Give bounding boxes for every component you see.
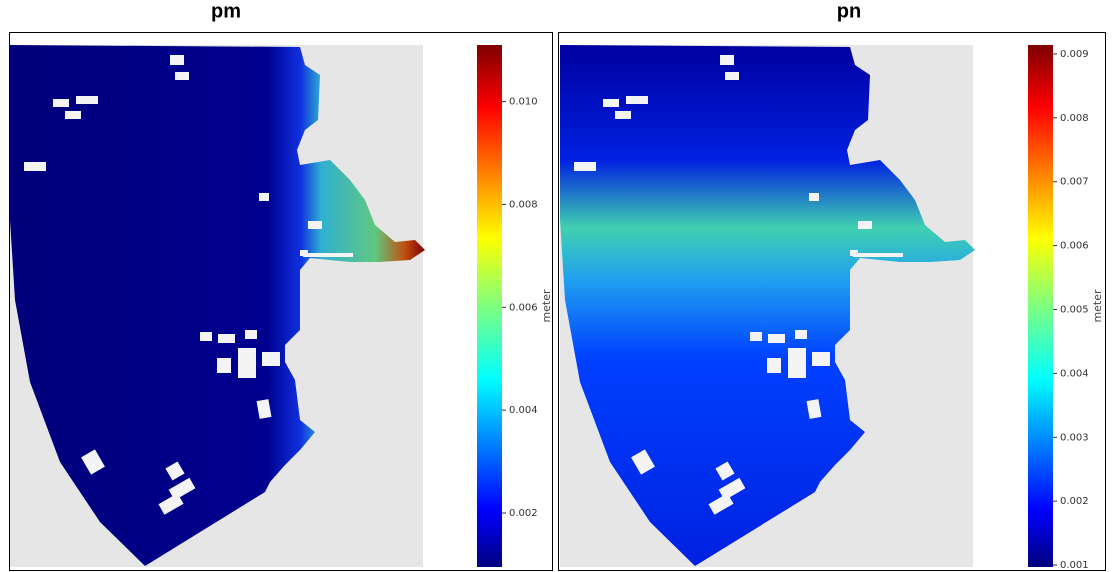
colorbar-tick-label: 0.008 bbox=[1060, 113, 1089, 124]
colorbar-tick-label: 0.009 bbox=[1060, 49, 1089, 60]
colorbar-tick-label: 0.008 bbox=[509, 199, 538, 210]
colorbar-label: meter bbox=[540, 289, 553, 323]
colorbar-tick-label: 0.002 bbox=[509, 508, 538, 519]
panel-title: pn bbox=[837, 0, 861, 22]
colorbar-tick-label: 0.006 bbox=[509, 302, 538, 313]
panel-title: pm bbox=[211, 0, 241, 22]
panel-frame bbox=[9, 32, 553, 571]
colorbar-tick-label: 0.003 bbox=[1060, 432, 1089, 443]
colorbar-tick-label: 0.005 bbox=[1060, 305, 1089, 316]
colorbar-tick-label: 0.001 bbox=[1060, 560, 1089, 571]
colorbar bbox=[477, 45, 502, 567]
panel-frame bbox=[558, 32, 1106, 571]
colorbar-tick-label: 0.002 bbox=[1060, 496, 1089, 507]
colorbar-label: meter bbox=[1091, 289, 1104, 323]
colorbar-tick-label: 0.004 bbox=[1060, 368, 1089, 379]
colorbar-tick-label: 0.007 bbox=[1060, 177, 1089, 188]
colorbar-tick-label: 0.010 bbox=[509, 97, 538, 108]
colorbar-tick-label: 0.006 bbox=[1060, 241, 1089, 252]
colorbar-tick-label: 0.004 bbox=[509, 405, 538, 416]
colorbar bbox=[1028, 45, 1053, 567]
